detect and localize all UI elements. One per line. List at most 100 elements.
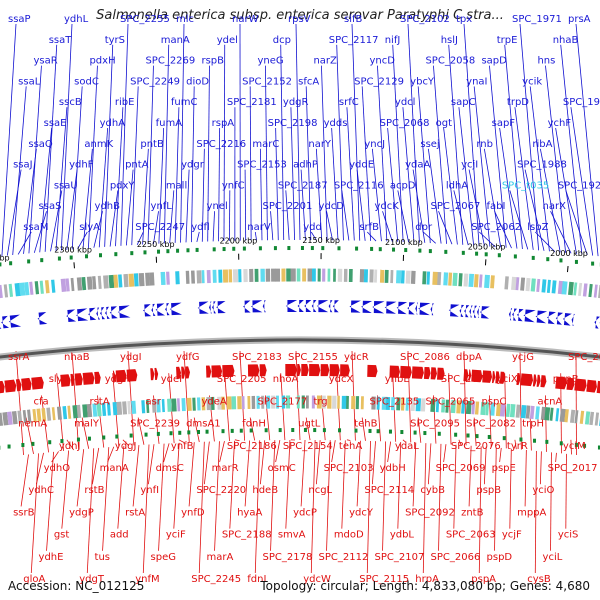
gene-label: rstA	[89, 396, 109, 407]
label-leader-line	[122, 439, 130, 447]
gene-label: yciL	[543, 552, 563, 563]
gene-label: pdxH	[89, 56, 115, 67]
label-leader-line	[137, 417, 145, 445]
label-leader-line	[315, 440, 321, 485]
label-leader-line	[132, 445, 140, 507]
gene-label: ssaJ	[13, 160, 33, 171]
gene-label: fdnH	[242, 419, 266, 430]
gene-label: smvA	[278, 530, 306, 541]
gene-label: SPC_2249	[130, 76, 180, 87]
gene-label: narV	[247, 222, 271, 233]
summary-text: Topology: circular; Length: 4,833,080 bp…	[260, 579, 590, 593]
label-leader-line	[178, 439, 185, 443]
gene-label: SPC_2269	[145, 56, 195, 67]
label-leader-line	[207, 65, 210, 242]
scale-tick	[566, 266, 569, 273]
feature-markers	[0, 246, 600, 450]
gene-label: ydbL	[390, 530, 415, 541]
label-leader-line	[127, 350, 135, 446]
gene-label: SPC_2177	[257, 396, 307, 407]
gene-label: SPC_2017	[548, 463, 598, 474]
label-leader-line	[109, 190, 119, 247]
gene-label: ydcY	[349, 507, 374, 518]
gene-label: ynfB	[171, 441, 194, 452]
label-leader-line	[229, 440, 235, 529]
label-leader-line	[346, 107, 355, 241]
label-leader-line	[169, 190, 175, 244]
label-leader-line	[60, 23, 73, 251]
label-leader-line	[275, 440, 281, 463]
label-leader-line	[244, 440, 251, 507]
label-leader-line	[402, 107, 415, 243]
label-leader-line	[397, 190, 409, 243]
label-leader-line	[494, 211, 512, 249]
label-leader-line	[300, 439, 306, 507]
gene-label: ynel	[207, 201, 228, 212]
label-leader-line	[305, 86, 312, 241]
gene-label: SPC_1921	[558, 180, 600, 191]
reverse-strand-genes	[0, 364, 600, 394]
label-leader-line	[198, 441, 205, 574]
label-leader-line	[479, 231, 496, 248]
gene-label: cysB	[527, 574, 551, 585]
gene-label: ydcR	[344, 352, 369, 363]
gene-label: tyrR	[507, 441, 528, 452]
gene-label: SPC_2255	[120, 14, 170, 25]
label-leader-line	[183, 350, 190, 443]
gene-label: hdeB	[252, 485, 278, 496]
gene-label: mdoD	[334, 530, 364, 541]
gene-label: ynaI	[466, 76, 487, 87]
gene-label: ssaS	[39, 201, 62, 212]
gene-label: SPC_2095	[410, 419, 460, 430]
gene-label: narZ	[313, 56, 337, 67]
label-leader-line	[147, 65, 154, 245]
label-leader-line	[115, 107, 124, 247]
label-leader-line	[33, 211, 47, 253]
map-title: Salmonella enterica subsp. enterica sero…	[96, 8, 504, 23]
gene-label: tpx	[456, 14, 472, 25]
label-leader-line	[98, 127, 109, 248]
gene-label: SPC_2178	[263, 552, 313, 563]
label-leader-line	[448, 373, 452, 445]
label-leader-line	[468, 445, 472, 507]
label-leader-line	[295, 350, 301, 441]
label-leader-line	[458, 439, 462, 446]
gene-label: SPC_2245	[191, 574, 241, 585]
label-leader-line	[173, 442, 180, 529]
gene-label: mall	[166, 180, 187, 191]
gene-label: asr	[145, 396, 161, 407]
gene-label: ydaA	[405, 160, 430, 171]
label-leader-line	[427, 148, 442, 244]
gene-label: narY	[308, 139, 332, 150]
gene-label: yciM	[563, 441, 586, 452]
gene-label: ydcX	[329, 374, 354, 385]
gene-label: SPC_t035	[502, 180, 549, 191]
gene-label: ydcK	[375, 201, 400, 212]
label-leader-line	[107, 446, 115, 463]
label-leader-line	[6, 169, 22, 256]
gene-label: ycjI	[461, 160, 478, 171]
label-leader-line	[351, 23, 361, 241]
gene-label: yciF	[166, 530, 186, 541]
gene-label: speG	[151, 552, 176, 563]
gene-label: ydgH	[105, 374, 131, 385]
gene-label: prsA	[568, 14, 591, 25]
label-leader-line	[41, 395, 49, 453]
label-leader-line	[77, 231, 88, 250]
label-leader-line	[539, 148, 561, 253]
label-leader-line	[438, 443, 442, 551]
gene-label: SPC_2181	[227, 97, 277, 108]
label-leader-line	[387, 127, 399, 242]
gene-label: ssaP	[8, 14, 31, 25]
label-leader-line	[1, 23, 17, 257]
gene-label: SPC_2066	[431, 552, 481, 563]
gene-label: SPC_2114	[364, 485, 414, 496]
gene-label: yddE	[349, 160, 374, 171]
gene-label: ydgr	[181, 160, 205, 171]
gene-label: ycjF	[502, 530, 522, 541]
gene-label: tehB	[354, 419, 377, 430]
label-leader-line	[275, 127, 279, 241]
gene-label: SPC_2198	[268, 118, 318, 129]
label-leader-line	[310, 440, 316, 574]
